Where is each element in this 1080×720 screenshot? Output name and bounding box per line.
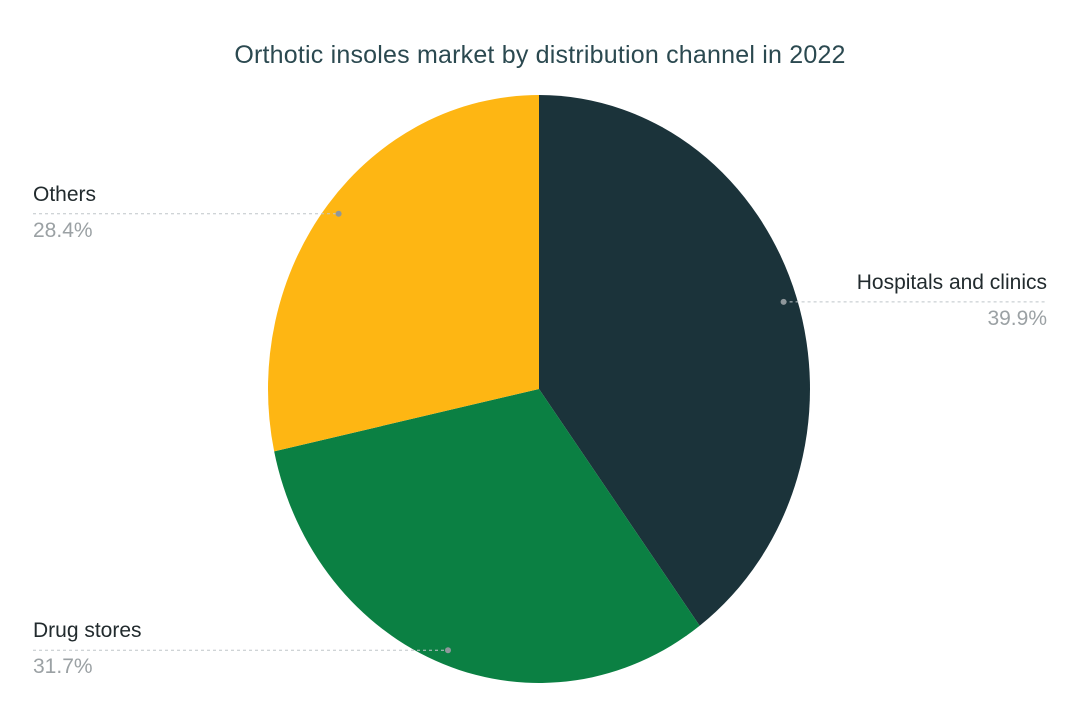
slice-label: Hospitals and clinics [856, 270, 1047, 294]
slice-callout-drug-stores: Drug stores 31.7% [33, 619, 142, 679]
slice-callout-others: Others 28.4% [33, 183, 96, 243]
pie-slice-others [267, 94, 539, 452]
slice-label: Others [33, 182, 97, 206]
chart-title: Orthotic insoles market by distribution … [234, 41, 846, 69]
pie-slice-hospitals-and-clinics [539, 95, 810, 626]
slice-label: Drug stores [33, 619, 142, 643]
leader-dot-hospitals-and-clinics [780, 298, 787, 305]
slice-value: 39.9% [987, 306, 1047, 330]
slice-callout-hospitals-and-clinics: Hospitals and clinics 39.9% [857, 271, 1047, 331]
slice-value: 31.7% [33, 655, 93, 679]
leader-dot-drug-stores [445, 647, 451, 654]
leader-dot-others [335, 210, 342, 217]
slice-value: 28.4% [33, 218, 93, 242]
pie-slice-drug-stores [274, 389, 700, 683]
